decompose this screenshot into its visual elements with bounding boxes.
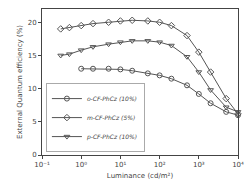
svg-text:10¹: 10¹ xyxy=(115,161,127,169)
svg-text:5: 5 xyxy=(32,118,36,126)
svg-text:Luminance (cd/m²): Luminance (cd/m²) xyxy=(107,172,174,180)
svg-text:10: 10 xyxy=(28,85,37,93)
svg-text:10⁰: 10⁰ xyxy=(75,161,87,169)
svg-text:External Quantum efficiency (%: External Quantum efficiency (%) xyxy=(16,25,24,139)
svg-text:o-CF-PhCz (10%): o-CF-PhCz (10%) xyxy=(87,95,137,102)
svg-text:10³: 10³ xyxy=(193,161,205,169)
svg-text:20: 20 xyxy=(28,19,37,27)
svg-text:10⁻¹: 10⁻¹ xyxy=(34,161,50,169)
svg-text:10⁴: 10⁴ xyxy=(232,161,244,169)
svg-text:m-CF-PhCz (5%): m-CF-PhCz (5%) xyxy=(87,114,135,121)
svg-text:0: 0 xyxy=(32,151,36,159)
svg-text:p-CF-PhCz (10%): p-CF-PhCz (10%) xyxy=(86,133,137,141)
svg-text:10²: 10² xyxy=(154,161,166,169)
svg-text:15: 15 xyxy=(28,52,37,60)
